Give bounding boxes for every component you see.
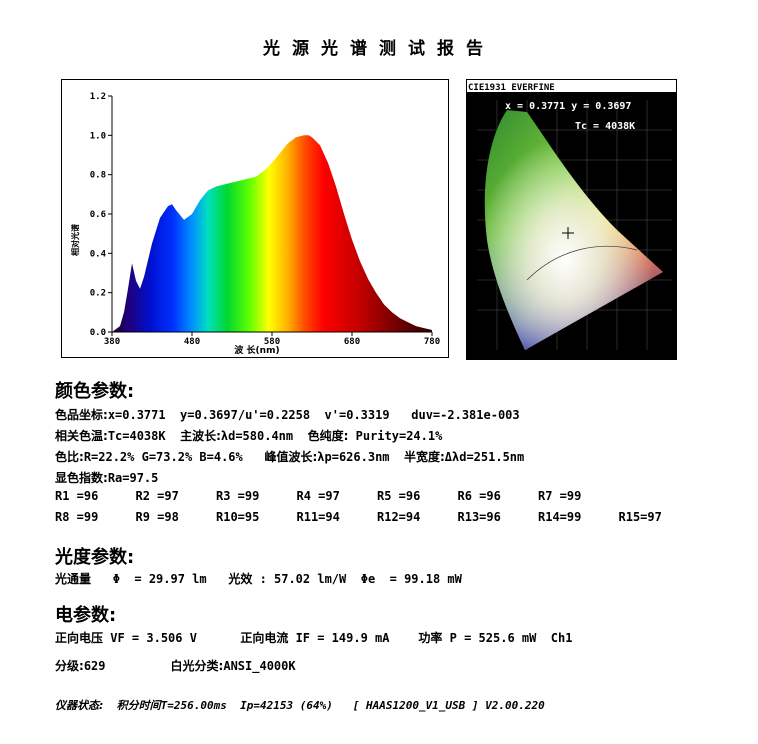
chromaticity-line: 色品坐标:x=0.3771 y=0.3697/u'=0.2258 v'=0.33… — [55, 408, 520, 422]
report-title: 光源光谱测试报告 — [263, 39, 495, 59]
cct-line: 相关色温:Tc=4038K 主波长:λd=580.4nm 色纯度: Purity… — [55, 429, 443, 443]
cie-xy: x = 0.3771 y = 0.3697 — [505, 101, 631, 112]
ri-value: R14=99 — [538, 510, 582, 524]
ri-value: R7 =99 — [538, 489, 582, 503]
y-tick-label: 0.2 — [90, 289, 106, 299]
y-tick-label: 1.0 — [90, 131, 106, 141]
y-tick-label: 0.8 — [90, 171, 106, 181]
elec-params-heading: 电参数: — [55, 605, 117, 626]
ri-value: R8 =99 — [55, 510, 99, 524]
x-tick-label: 380 — [104, 337, 120, 347]
spectrum-area — [112, 135, 432, 332]
spectrum-plot: 0.0 0.2 0.4 0.6 0.8 1.0 1.2 380 480 580 680 780 相对… — [70, 92, 440, 356]
ri-value: R4 =97 — [296, 489, 340, 503]
y-tick-label: 0.4 — [90, 249, 107, 259]
x-tick-label: 680 — [344, 337, 360, 347]
flux-line: 光通量 Φ = 29.97 lm 光效 : 57.02 lm/W Φe = 99… — [55, 572, 462, 586]
ri-value: R2 =97 — [135, 489, 179, 503]
grade-line: 分级:629 白光分类:ANSI_4000K — [55, 659, 296, 673]
ri-value: R12=94 — [377, 510, 421, 524]
cie-diagram: CIE1931 EVERFINE x = 0.3771 y = 0.3697 T… — [466, 79, 677, 360]
cie-tc: Tc = 4038K — [575, 121, 635, 132]
x-axis-label: 波 长(nm) — [234, 344, 279, 356]
elec-line: 正向电压 VF = 3.506 V 正向电流 IF = 149.9 mA 功率 … — [55, 631, 573, 645]
y-axis-label: 相对光谱 — [70, 224, 80, 256]
x-tick-label: 480 — [184, 337, 200, 347]
ri-value: R15=97 — [618, 510, 662, 524]
cie-plot: CIE1931 EVERFINE x = 0.3771 y = 0.3697 T… — [467, 80, 676, 359]
cri-line: 显色指数:Ra=97.5 — [55, 471, 159, 485]
ratio-line: 色比:R=22.2% G=73.2% B=4.6% 峰值波长:λp=626.3n… — [55, 450, 525, 464]
y-tick-label: 0.0 — [90, 328, 106, 338]
ri-value: R13=96 — [457, 510, 501, 524]
y-tick-label: 0.6 — [90, 210, 106, 220]
spectrum-chart: 0.0 0.2 0.4 0.6 0.8 1.0 1.2 380 480 580 680 780 相对… — [61, 79, 449, 358]
ri-value: R10=95 — [216, 510, 260, 524]
ri-value: R11=94 — [296, 510, 340, 524]
y-tick-label: 1.2 — [90, 92, 106, 102]
x-tick-label: 780 — [424, 337, 440, 347]
cie-header: CIE1931 EVERFINE — [468, 83, 555, 93]
instrument-footer: 仪器状态: 积分时间T=256.00ms Ip=42153 (64%) [ HA… — [55, 699, 545, 712]
photo-params-heading: 光度参数: — [55, 547, 135, 568]
color-params-heading: 颜色参数: — [55, 381, 135, 402]
ri-value: R3 =99 — [216, 489, 260, 503]
ri-value: R1 =96 — [55, 489, 99, 503]
ri-value: R6 =96 — [457, 489, 501, 503]
x-tick-label: 580 — [264, 337, 280, 347]
ri-value: R5 =96 — [377, 489, 421, 503]
ri-value: R9 =98 — [135, 510, 179, 524]
